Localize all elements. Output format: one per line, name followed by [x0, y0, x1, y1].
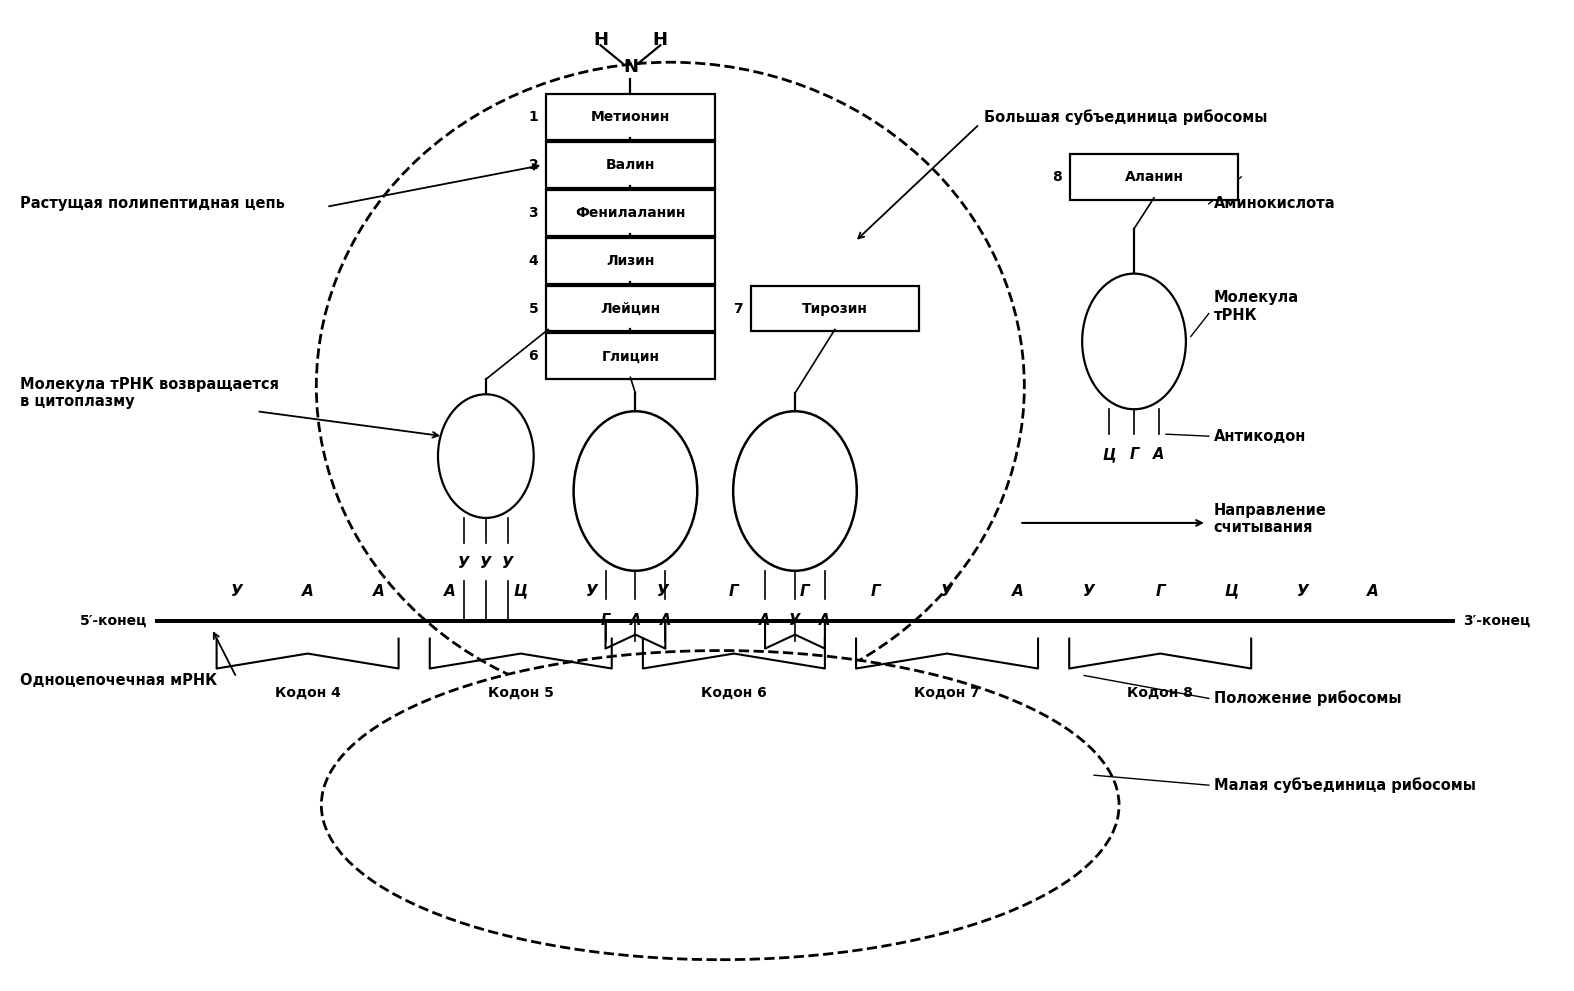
Ellipse shape	[438, 394, 534, 518]
Text: У: У	[480, 556, 491, 571]
Text: А: А	[818, 612, 831, 627]
FancyBboxPatch shape	[546, 142, 715, 188]
Text: А: А	[302, 584, 313, 599]
Text: Кодон 4: Кодон 4	[274, 686, 340, 700]
Text: А: А	[1012, 584, 1025, 599]
Text: Ц: Ц	[513, 584, 527, 599]
Text: А: А	[373, 584, 384, 599]
Ellipse shape	[733, 411, 856, 571]
Text: H: H	[653, 32, 667, 50]
Ellipse shape	[573, 411, 697, 571]
Text: Г: Г	[800, 584, 811, 599]
Text: Молекула
тРНК: Молекула тРНК	[1214, 290, 1299, 323]
Text: Глицин: Глицин	[601, 350, 660, 364]
Text: У: У	[586, 584, 598, 599]
Text: Кодон 8: Кодон 8	[1127, 686, 1193, 700]
Text: Аминокислота: Аминокислота	[1214, 196, 1335, 211]
Text: Антикодон: Антикодон	[1214, 429, 1306, 444]
Text: 8: 8	[1051, 169, 1062, 184]
Text: 5′-конец: 5′-конец	[79, 613, 146, 627]
Text: У: У	[789, 612, 801, 627]
Text: А: А	[630, 612, 641, 627]
Text: N: N	[623, 58, 637, 76]
Text: 1: 1	[529, 110, 538, 124]
Text: 6: 6	[529, 350, 538, 364]
Text: H: H	[593, 32, 608, 50]
FancyBboxPatch shape	[546, 333, 715, 380]
Text: Лизин: Лизин	[606, 254, 655, 268]
Text: У: У	[656, 584, 669, 599]
Text: Г: Г	[601, 612, 611, 627]
Text: Ц: Ц	[1225, 584, 1239, 599]
FancyBboxPatch shape	[546, 238, 715, 283]
Text: 3: 3	[529, 206, 538, 220]
Ellipse shape	[1083, 274, 1185, 409]
Text: Кодон 7: Кодон 7	[914, 686, 981, 700]
Text: Малая субъединица рибосомы: Малая субъединица рибосомы	[1214, 777, 1476, 793]
Text: Одноцепочечная мРНК: Одноцепочечная мРНК	[20, 673, 217, 688]
Text: Положение рибосомы: Положение рибосомы	[1214, 691, 1401, 707]
Text: 7: 7	[733, 301, 743, 315]
Text: У: У	[231, 584, 242, 599]
FancyBboxPatch shape	[546, 285, 715, 331]
Text: 2: 2	[529, 158, 538, 171]
Text: А: А	[660, 612, 671, 627]
Text: Аланин: Аланин	[1124, 169, 1184, 184]
Text: А: А	[1368, 584, 1379, 599]
Text: Кодон 6: Кодон 6	[700, 686, 767, 700]
FancyBboxPatch shape	[751, 285, 919, 331]
Text: Г: Г	[1129, 447, 1138, 462]
Text: Молекула тРНК возвращается
в цитоплазму: Молекула тРНК возвращается в цитоплазму	[20, 378, 279, 409]
Text: Направление
считывания: Направление считывания	[1214, 502, 1327, 535]
Text: Большая субъединица рибосомы: Большая субъединица рибосомы	[984, 109, 1267, 125]
Text: Валин: Валин	[606, 158, 655, 171]
FancyBboxPatch shape	[546, 190, 715, 236]
Text: Г: Г	[729, 584, 738, 599]
Text: А: А	[759, 612, 771, 627]
Text: А: А	[444, 584, 455, 599]
Text: Кодон 5: Кодон 5	[488, 686, 554, 700]
FancyBboxPatch shape	[546, 94, 715, 140]
Text: У: У	[458, 556, 469, 571]
Text: А: А	[1154, 447, 1165, 462]
Text: У: У	[502, 556, 513, 571]
Text: Ц: Ц	[1102, 447, 1116, 462]
Text: Метионин: Метионин	[590, 110, 671, 124]
Text: Растущая полипептидная цепь: Растущая полипептидная цепь	[20, 196, 285, 211]
Text: У: У	[941, 584, 952, 599]
Ellipse shape	[321, 650, 1119, 959]
Text: У: У	[1297, 584, 1308, 599]
Text: У: У	[1083, 584, 1096, 599]
Text: 4: 4	[529, 254, 538, 268]
Text: Г: Г	[1155, 584, 1165, 599]
Text: Фенилаланин: Фенилаланин	[575, 206, 686, 220]
Text: Г: Г	[870, 584, 881, 599]
Text: Лейцин: Лейцин	[600, 301, 661, 315]
Text: 5: 5	[529, 301, 538, 315]
FancyBboxPatch shape	[1070, 154, 1239, 200]
Text: 3′-конец: 3′-конец	[1464, 613, 1530, 627]
Text: Тирозин: Тирозин	[801, 301, 867, 315]
